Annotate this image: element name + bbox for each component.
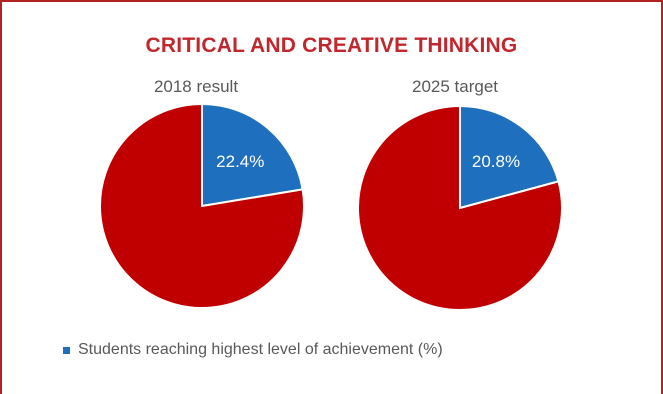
legend-label: Students reaching highest level of achie… — [78, 341, 443, 358]
pie-2018-data-label: 22.4% — [216, 152, 264, 171]
pie-2025-data-label: 20.8% — [472, 152, 520, 171]
pie-title-2025: 2025 target — [411, 77, 498, 96]
pie-2018-slice-highest-level — [201, 102, 304, 208]
legend: Students reaching highest level of achie… — [63, 341, 443, 359]
pie-2025-slice-other — [357, 104, 563, 311]
pie-title-2018: 2018 result — [153, 77, 239, 96]
chart-title: CRITICAL AND CREATIVE THINKING — [145, 34, 518, 57]
legend-swatch — [63, 346, 70, 354]
pie-2018-slice-other — [99, 102, 305, 309]
pie-2025-slice-highest-level — [459, 104, 560, 210]
